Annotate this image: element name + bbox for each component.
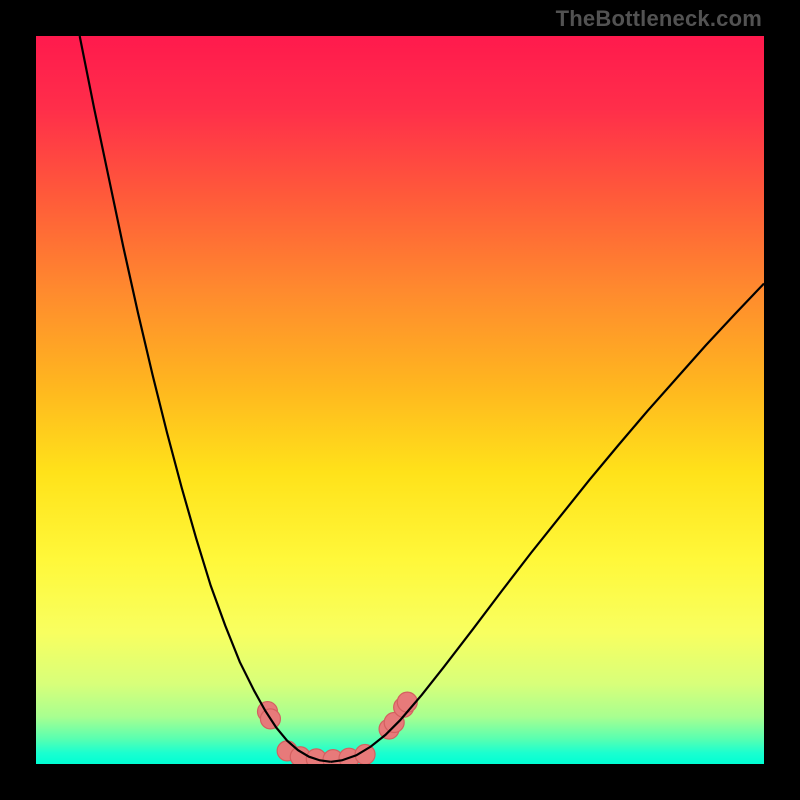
gradient-background: [36, 36, 764, 764]
frame-right: [764, 0, 800, 800]
plot-area: [36, 36, 764, 764]
chart-svg: [36, 36, 764, 764]
watermark-text: TheBottleneck.com: [556, 6, 762, 32]
frame-bottom: [0, 764, 800, 800]
frame-left: [0, 0, 36, 800]
